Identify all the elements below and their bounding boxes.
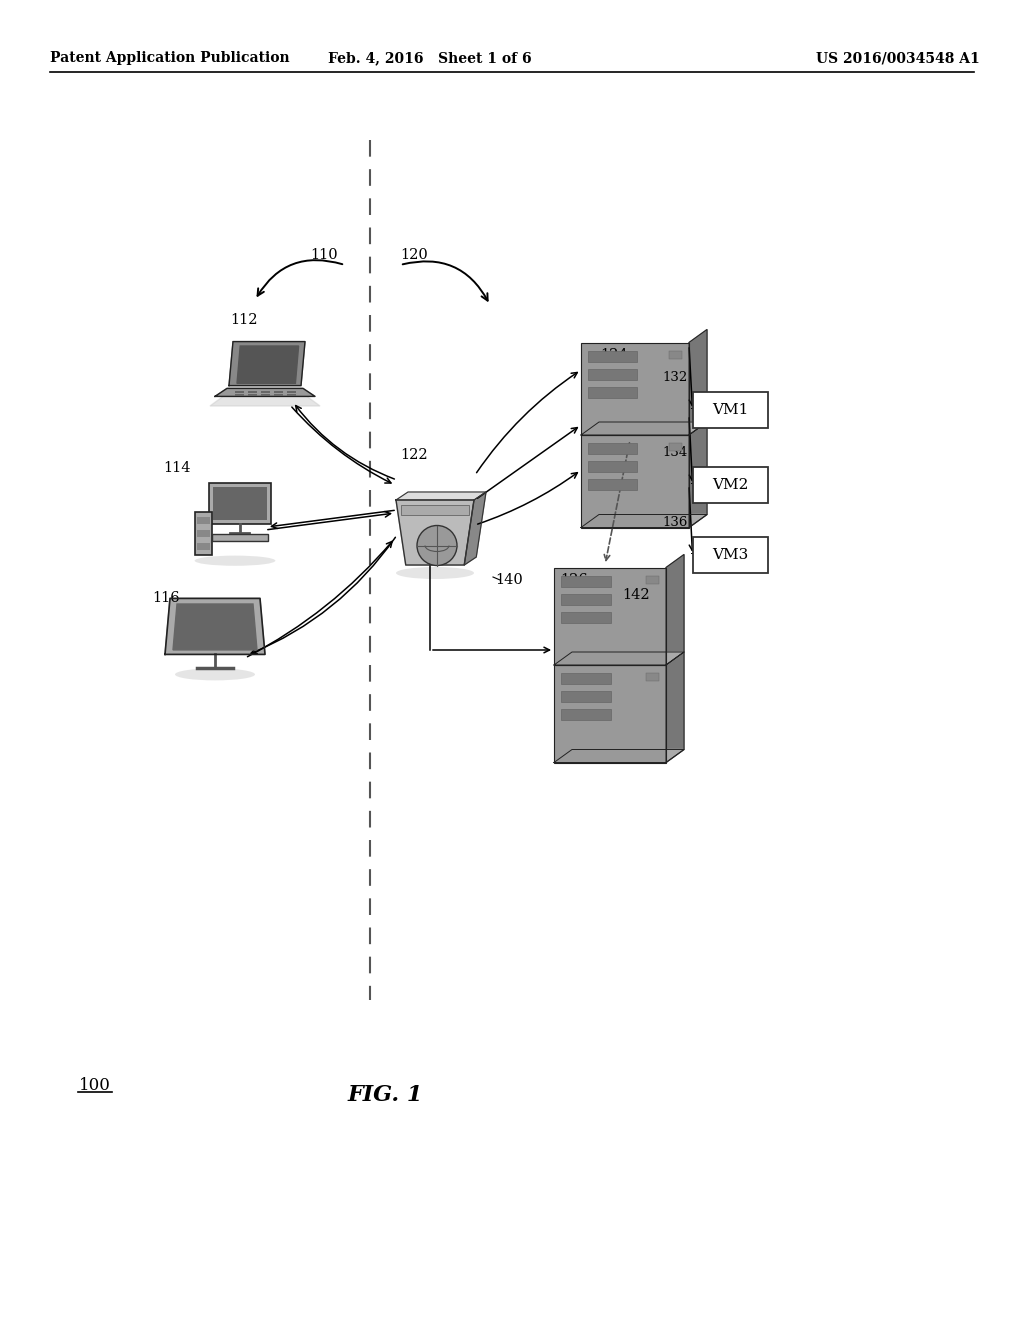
Text: 126: 126 — [560, 573, 588, 587]
Ellipse shape — [585, 434, 703, 453]
Text: Feb. 4, 2016   Sheet 1 of 6: Feb. 4, 2016 Sheet 1 of 6 — [328, 51, 531, 65]
Text: 122: 122 — [400, 447, 428, 462]
Bar — [561, 594, 611, 605]
Bar — [646, 673, 659, 681]
Polygon shape — [666, 554, 684, 665]
Bar — [261, 391, 270, 393]
Polygon shape — [210, 396, 319, 407]
Bar — [261, 393, 270, 396]
FancyBboxPatch shape — [692, 392, 768, 428]
Polygon shape — [396, 500, 474, 565]
Text: Patent Application Publication: Patent Application Publication — [50, 51, 290, 65]
Bar — [588, 368, 637, 380]
Bar — [588, 387, 637, 397]
Bar — [248, 393, 257, 396]
Polygon shape — [554, 750, 684, 763]
Bar — [588, 351, 637, 362]
Text: 134: 134 — [663, 446, 687, 459]
FancyBboxPatch shape — [213, 487, 266, 520]
Text: FIG. 1: FIG. 1 — [347, 1084, 423, 1106]
Text: 140: 140 — [495, 573, 522, 587]
Polygon shape — [237, 346, 299, 383]
Bar — [669, 444, 682, 451]
Text: VM3: VM3 — [712, 548, 749, 562]
FancyBboxPatch shape — [554, 568, 666, 665]
Bar — [588, 479, 637, 490]
FancyBboxPatch shape — [554, 665, 666, 763]
Text: 116: 116 — [152, 591, 179, 605]
Bar — [234, 391, 244, 393]
Text: 142: 142 — [622, 587, 649, 602]
Polygon shape — [689, 330, 707, 436]
Polygon shape — [581, 515, 707, 528]
Bar — [588, 461, 637, 473]
Bar — [669, 351, 682, 359]
Bar — [561, 576, 611, 586]
Bar — [274, 393, 283, 396]
Bar — [561, 611, 611, 623]
Ellipse shape — [557, 663, 681, 682]
Bar — [274, 391, 283, 393]
Bar — [561, 690, 611, 702]
Ellipse shape — [195, 556, 275, 566]
Text: 110: 110 — [310, 248, 338, 261]
FancyBboxPatch shape — [209, 483, 270, 524]
Ellipse shape — [396, 568, 474, 579]
Bar — [646, 576, 659, 583]
Text: 120: 120 — [400, 248, 428, 261]
Bar — [561, 673, 611, 684]
Bar — [197, 544, 210, 550]
Bar — [197, 531, 210, 537]
Text: US 2016/0034548 A1: US 2016/0034548 A1 — [816, 51, 980, 65]
FancyBboxPatch shape — [581, 436, 689, 528]
FancyBboxPatch shape — [692, 537, 768, 573]
Bar — [588, 444, 637, 454]
Bar — [561, 709, 611, 719]
Text: 136: 136 — [663, 516, 687, 529]
Polygon shape — [666, 652, 684, 763]
Text: 132: 132 — [663, 371, 687, 384]
Text: 100: 100 — [79, 1077, 111, 1093]
Polygon shape — [581, 422, 707, 436]
FancyBboxPatch shape — [692, 467, 768, 503]
Bar — [287, 393, 296, 396]
FancyBboxPatch shape — [196, 512, 212, 554]
Bar — [248, 391, 257, 393]
Text: VM2: VM2 — [712, 478, 749, 492]
Text: 112: 112 — [230, 313, 257, 327]
FancyBboxPatch shape — [212, 533, 267, 541]
Polygon shape — [165, 598, 265, 655]
Bar — [234, 393, 244, 396]
Bar — [287, 391, 296, 393]
Polygon shape — [215, 388, 315, 396]
Text: VM1: VM1 — [712, 403, 749, 417]
Polygon shape — [396, 492, 486, 500]
Polygon shape — [229, 342, 305, 385]
Text: 114: 114 — [163, 461, 190, 475]
Polygon shape — [173, 605, 257, 649]
FancyBboxPatch shape — [581, 342, 689, 436]
Polygon shape — [464, 492, 486, 565]
Circle shape — [417, 525, 457, 565]
Polygon shape — [689, 422, 707, 528]
Bar — [197, 517, 210, 524]
Ellipse shape — [175, 668, 255, 680]
Text: 124: 124 — [600, 348, 628, 362]
Bar — [401, 506, 469, 515]
Polygon shape — [554, 652, 684, 665]
